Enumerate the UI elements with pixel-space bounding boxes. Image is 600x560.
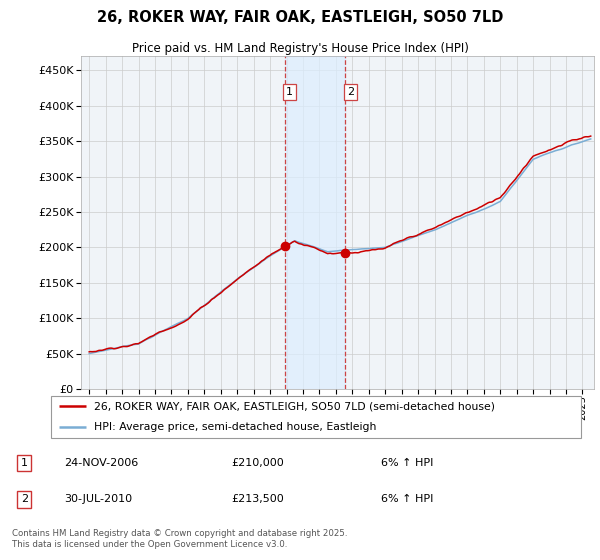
- Text: 26, ROKER WAY, FAIR OAK, EASTLEIGH, SO50 7LD: 26, ROKER WAY, FAIR OAK, EASTLEIGH, SO50…: [97, 10, 503, 25]
- Text: 2: 2: [347, 87, 354, 97]
- Text: 6% ↑ HPI: 6% ↑ HPI: [380, 494, 433, 505]
- Text: HPI: Average price, semi-detached house, Eastleigh: HPI: Average price, semi-detached house,…: [94, 422, 376, 432]
- Text: Contains HM Land Registry data © Crown copyright and database right 2025.
This d: Contains HM Land Registry data © Crown c…: [12, 529, 347, 549]
- Text: £213,500: £213,500: [231, 494, 284, 505]
- Text: 24-NOV-2006: 24-NOV-2006: [64, 458, 138, 468]
- Text: 26, ROKER WAY, FAIR OAK, EASTLEIGH, SO50 7LD (semi-detached house): 26, ROKER WAY, FAIR OAK, EASTLEIGH, SO50…: [94, 401, 494, 411]
- Text: 30-JUL-2010: 30-JUL-2010: [64, 494, 132, 505]
- Text: £210,000: £210,000: [231, 458, 284, 468]
- Bar: [285, 56, 346, 389]
- FancyBboxPatch shape: [50, 395, 581, 438]
- Text: 6% ↑ HPI: 6% ↑ HPI: [380, 458, 433, 468]
- Text: 2: 2: [20, 494, 28, 505]
- Text: Price paid vs. HM Land Registry's House Price Index (HPI): Price paid vs. HM Land Registry's House …: [131, 42, 469, 55]
- Text: 1: 1: [20, 458, 28, 468]
- Text: 1: 1: [286, 87, 293, 97]
